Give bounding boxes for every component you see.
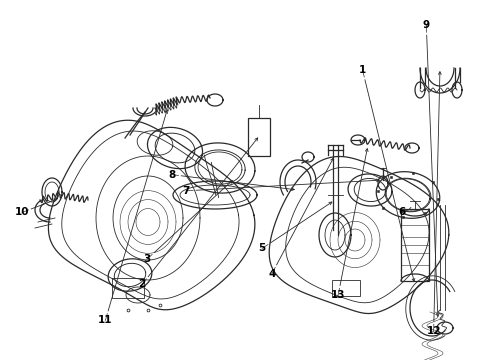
Text: 2: 2 bbox=[139, 279, 146, 289]
Text: 11: 11 bbox=[98, 315, 113, 325]
Text: 6: 6 bbox=[398, 207, 405, 217]
Bar bbox=[401, 209, 429, 281]
Text: 1: 1 bbox=[359, 65, 366, 75]
Bar bbox=[112, 278, 144, 298]
Text: 7: 7 bbox=[182, 186, 190, 196]
Text: 4: 4 bbox=[268, 269, 276, 279]
Bar bbox=[248, 118, 270, 156]
Text: 13: 13 bbox=[331, 290, 345, 300]
Text: 10: 10 bbox=[15, 207, 29, 217]
Text: 5: 5 bbox=[259, 243, 266, 253]
Polygon shape bbox=[269, 157, 449, 314]
Text: 9: 9 bbox=[423, 20, 430, 30]
Text: 8: 8 bbox=[168, 170, 175, 180]
Text: 3: 3 bbox=[144, 254, 150, 264]
Bar bbox=[332, 280, 360, 296]
Text: 12: 12 bbox=[426, 326, 441, 336]
Polygon shape bbox=[49, 120, 255, 310]
